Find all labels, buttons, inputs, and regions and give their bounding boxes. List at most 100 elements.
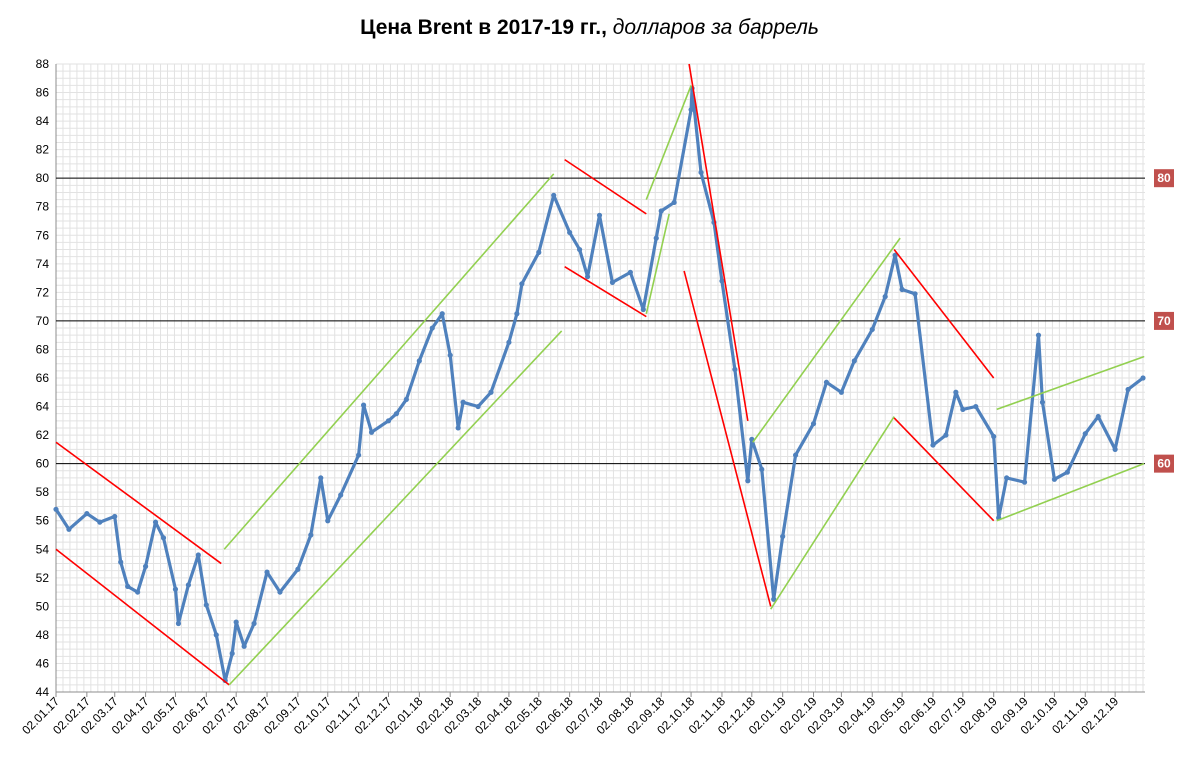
y-tick-label: 66 xyxy=(36,371,50,385)
y-tick-label: 52 xyxy=(36,571,50,585)
y-tick-label: 70 xyxy=(36,314,50,328)
price-point xyxy=(653,235,659,241)
price-point xyxy=(295,566,301,572)
y-tick-label: 78 xyxy=(36,200,50,214)
y-tick-label: 60 xyxy=(36,457,50,471)
reference-badges-layer: 60 70 80 xyxy=(1154,169,1174,473)
price-point xyxy=(688,107,694,113)
price-point xyxy=(160,535,167,541)
series-layer xyxy=(53,85,1146,684)
y-tick-label: 86 xyxy=(36,86,50,100)
price-point xyxy=(185,582,191,588)
price-point xyxy=(135,589,141,595)
price-point xyxy=(1125,386,1131,393)
price-point xyxy=(596,212,603,218)
price-point xyxy=(53,506,59,512)
price-point xyxy=(172,586,179,592)
price-point xyxy=(84,510,90,517)
price-point xyxy=(609,279,616,285)
y-tick-label: 76 xyxy=(36,228,50,242)
price-point xyxy=(403,396,409,403)
trend-line xyxy=(55,441,222,565)
trend-line xyxy=(770,416,895,610)
price-point xyxy=(1035,332,1042,338)
trend-line xyxy=(996,355,1145,411)
price-point xyxy=(488,389,494,395)
price-point xyxy=(851,358,857,364)
price-point xyxy=(869,326,875,333)
price-point xyxy=(455,425,461,431)
price-point xyxy=(671,199,677,206)
price-point xyxy=(277,589,283,595)
price-point xyxy=(759,466,765,472)
price-point xyxy=(439,311,445,317)
price-point xyxy=(953,389,959,395)
price-point xyxy=(882,294,888,300)
chart-title: Цена Brent в 2017-19 гг., долларов за ба… xyxy=(0,16,1179,40)
trend-line xyxy=(688,63,749,421)
price-point xyxy=(810,421,817,427)
price-point xyxy=(213,632,219,638)
price-point xyxy=(698,169,704,176)
price-point xyxy=(175,620,182,627)
price-point xyxy=(719,278,725,284)
y-tick-label: 82 xyxy=(36,143,50,157)
grid-layer xyxy=(55,63,1145,693)
price-point xyxy=(356,452,362,458)
price-point xyxy=(308,532,314,538)
y-tick-label: 64 xyxy=(36,400,50,414)
price-point xyxy=(1064,469,1070,475)
price-point xyxy=(325,518,331,524)
price-point xyxy=(991,433,997,440)
price-point xyxy=(460,399,466,405)
price-point xyxy=(771,596,777,602)
price-point xyxy=(912,291,918,297)
price-point xyxy=(393,411,400,417)
trend-line xyxy=(564,158,647,215)
price-point xyxy=(385,418,392,424)
y-tick-label: 80 xyxy=(36,171,50,185)
trend-line xyxy=(228,330,563,686)
price-point xyxy=(899,286,905,293)
price-point xyxy=(416,358,422,364)
price-point xyxy=(1051,476,1058,482)
y-tick-label: 54 xyxy=(36,542,50,556)
y-tick-label: 88 xyxy=(36,57,50,71)
price-point xyxy=(584,274,591,280)
price-point xyxy=(1140,375,1146,381)
price-point xyxy=(838,389,844,395)
price-point xyxy=(229,650,235,657)
price-point xyxy=(233,619,239,625)
price-point xyxy=(567,229,573,236)
price-point xyxy=(745,478,751,484)
price-point xyxy=(536,249,542,255)
reference-lines-layer xyxy=(56,177,1145,465)
price-point xyxy=(1082,431,1088,437)
reference-badge xyxy=(1154,169,1174,188)
trend-line xyxy=(752,237,901,443)
trend-line xyxy=(223,173,555,550)
y-tick-label: 50 xyxy=(36,599,50,613)
trend-line xyxy=(55,548,230,686)
y-tick-label: 74 xyxy=(36,257,50,271)
trend-line xyxy=(893,417,995,522)
y-tick-label: 68 xyxy=(36,342,50,356)
price-point xyxy=(1021,479,1028,485)
price-point xyxy=(66,526,72,532)
price-point xyxy=(264,569,270,575)
trend-line xyxy=(996,462,1145,522)
price-point xyxy=(195,552,201,558)
y-tick-label: 48 xyxy=(36,628,50,642)
price-point xyxy=(930,442,936,448)
price-point xyxy=(447,352,453,358)
price-point xyxy=(429,325,435,331)
price-point xyxy=(514,311,520,317)
reference-badge xyxy=(1154,454,1174,473)
trend-line xyxy=(683,270,772,607)
price-point xyxy=(318,475,324,481)
y-tick-label: 46 xyxy=(36,656,50,670)
chart-title-main: Цена Brent в 2017-19 гг., xyxy=(360,16,607,39)
price-point xyxy=(1039,399,1046,405)
price-point xyxy=(125,583,131,589)
